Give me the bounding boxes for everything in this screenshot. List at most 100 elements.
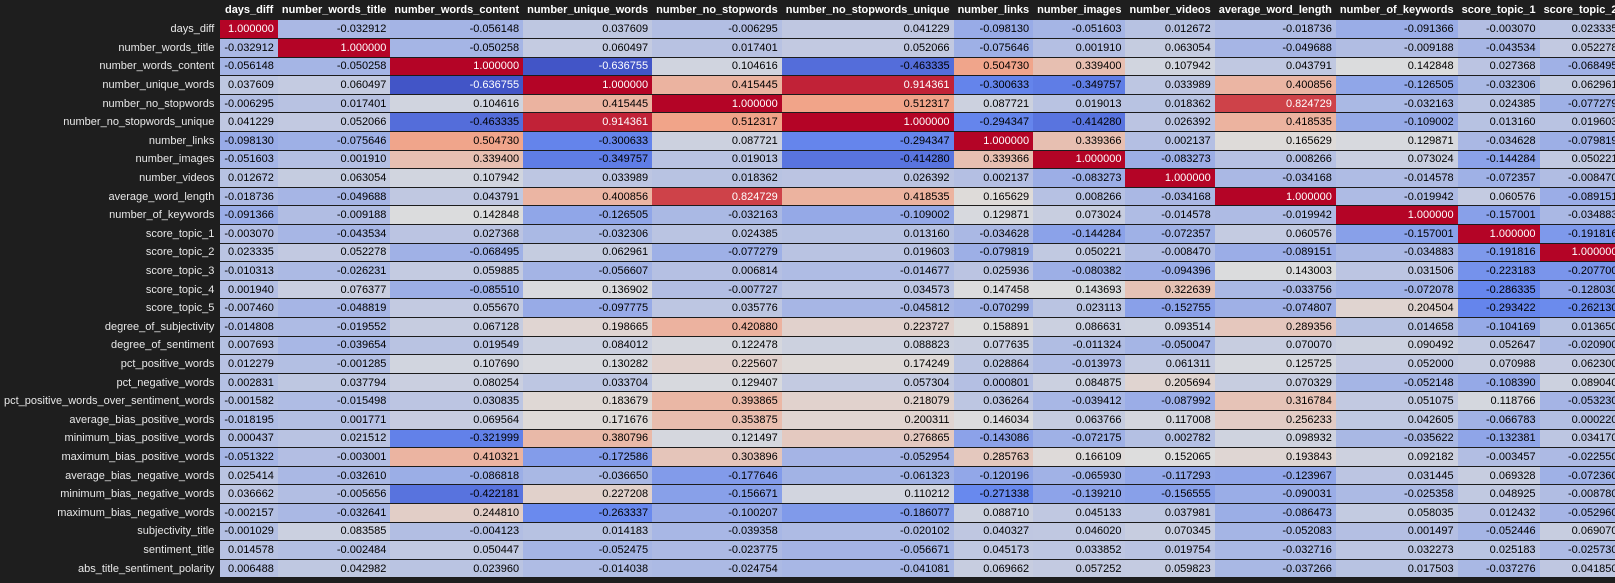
correlation-cell: -0.223183 <box>1457 261 1540 281</box>
table-row: minimum_bias_positive_words 0.000437 0.021… <box>0 429 1615 449</box>
correlation-cell: 0.036662 <box>220 484 278 504</box>
correlation-cell: 0.285763 <box>953 447 1034 467</box>
correlation-cell: -0.006295 <box>220 94 278 114</box>
correlation-cell: 0.059885 <box>390 261 524 281</box>
correlation-cell: 0.225607 <box>652 354 782 374</box>
correlation-cell: -0.003457 <box>1457 447 1540 467</box>
correlation-cell: -0.050258 <box>277 57 391 77</box>
row-label: subjectivity_title <box>0 522 221 541</box>
correlation-cell: 0.084012 <box>523 336 653 356</box>
correlation-cell: 0.026392 <box>1125 112 1215 133</box>
row-label: days_diff <box>0 20 221 39</box>
correlation-cell: -0.157001 <box>1457 205 1540 226</box>
correlation-cell: 0.104616 <box>652 57 782 77</box>
row-label: number_no_stopwords_unique <box>0 112 221 132</box>
correlation-cell: -0.018195 <box>220 410 278 430</box>
correlation-cell: 0.041229 <box>220 112 278 133</box>
correlation-cell: -0.018736 <box>1214 20 1336 40</box>
table-row: number_words_content -0.056148 -0.050258 1.… <box>0 57 1615 77</box>
correlation-cell: 0.205694 <box>1125 373 1215 393</box>
correlation-cell: 0.415445 <box>652 75 782 95</box>
correlation-cell: -0.041081 <box>781 559 954 579</box>
correlation-cell: -0.045812 <box>781 298 954 318</box>
correlation-cell: 0.008266 <box>1214 150 1336 170</box>
correlation-cell: 0.014183 <box>523 522 653 542</box>
correlation-cell: 0.130282 <box>523 354 653 374</box>
correlation-cell: 0.069662 <box>953 559 1034 579</box>
correlation-cell: -0.007460 <box>220 298 278 318</box>
table-row: pct_positive_words 0.012279 -0.001285 0.107… <box>0 354 1615 374</box>
correlation-cell: 0.380796 <box>523 429 653 449</box>
correlation-cell: -0.049688 <box>277 187 391 207</box>
correlation-cell: 0.058035 <box>1335 503 1458 523</box>
column-header: number_videos <box>1125 0 1215 20</box>
correlation-cell: -0.086818 <box>390 466 524 486</box>
correlation-cell: -0.050258 <box>390 38 524 58</box>
correlation-cell: 0.142848 <box>390 205 524 226</box>
correlation-cell: 0.036264 <box>953 391 1034 411</box>
correlation-cell: 0.084875 <box>1033 373 1126 393</box>
correlation-cell: 0.158891 <box>953 317 1034 337</box>
correlation-cell: 0.512317 <box>652 112 782 133</box>
correlation-cell: -0.090031 <box>1214 484 1336 504</box>
table-row: maximum_bias_negative_words -0.002157 -0.0… <box>0 503 1615 523</box>
correlation-cell: 0.227208 <box>523 484 653 504</box>
correlation-cell: 0.512317 <box>781 94 954 114</box>
correlation-cell: 0.060497 <box>277 75 391 95</box>
table-row: score_topic_3 -0.010313 -0.026231 0.059885-… <box>0 261 1615 281</box>
correlation-cell: 0.040327 <box>953 522 1034 542</box>
correlation-cell: -0.139210 <box>1033 484 1126 504</box>
correlation-cell: -0.052960 <box>1539 503 1615 523</box>
correlation-cell: 0.012432 <box>1457 503 1540 523</box>
correlation-cell: -0.089151 <box>1539 187 1615 207</box>
correlation-cell: -0.083273 <box>1125 150 1215 170</box>
row-label: average_bias_positive_words <box>0 410 221 430</box>
correlation-cell: 0.013160 <box>781 224 954 244</box>
correlation-cell: -0.036650 <box>523 466 653 486</box>
correlation-cell: -0.293422 <box>1457 298 1540 318</box>
correlation-cell: -0.009188 <box>277 205 391 226</box>
table-row: average_word_length -0.018736 -0.049688 0.0… <box>0 187 1615 207</box>
correlation-cell: 0.303896 <box>652 447 782 467</box>
correlation-cell: -0.032306 <box>1457 75 1540 95</box>
correlation-cell: 0.107942 <box>390 168 524 188</box>
correlation-cell: -0.074807 <box>1214 298 1336 318</box>
table-row: days_diff 1.000000 -0.032912 -0.056148 0.037… <box>0 20 1615 40</box>
correlation-cell: 0.165629 <box>953 187 1034 207</box>
correlation-cell: -0.007727 <box>652 280 782 300</box>
correlation-cell: 0.353875 <box>652 410 782 430</box>
correlation-cell: 0.025183 <box>1457 540 1540 560</box>
table-row: degree_of_sentiment 0.007693 -0.039654 0.01… <box>0 336 1615 356</box>
correlation-cell: 0.060576 <box>1214 224 1336 244</box>
correlation-cell: -0.075646 <box>277 131 391 151</box>
correlation-cell: 0.052278 <box>1539 38 1615 58</box>
correlation-cell: 1.000000 <box>781 112 954 133</box>
correlation-cell: 1.000000 <box>523 75 653 95</box>
correlation-cell: -0.066783 <box>1457 410 1540 430</box>
correlation-cell: -0.034628 <box>953 224 1034 244</box>
correlation-cell: -0.014578 <box>1335 168 1458 188</box>
correlation-cell: 0.060497 <box>523 38 653 58</box>
correlation-cell: 0.001940 <box>220 280 278 300</box>
correlation-cell: -0.032610 <box>277 466 391 486</box>
correlation-cell: -0.003070 <box>1457 20 1540 40</box>
correlation-cell: 0.033989 <box>1125 75 1215 95</box>
correlation-cell: -0.300633 <box>523 131 653 151</box>
correlation-cell: 0.012672 <box>220 168 278 188</box>
correlation-cell: -0.004123 <box>390 522 524 542</box>
correlation-cell: 0.110212 <box>781 484 954 504</box>
correlation-cell: 0.002137 <box>953 168 1034 188</box>
correlation-cell: 0.023960 <box>390 559 524 579</box>
correlation-cell: 0.027368 <box>390 224 524 244</box>
table-row: score_topic_4 0.001940 0.076377 -0.085510 0.… <box>0 280 1615 300</box>
correlation-cell: 0.062300 <box>1539 354 1615 374</box>
correlation-cell: 0.023335 <box>220 243 278 263</box>
correlation-cell: 0.107942 <box>1125 57 1215 77</box>
correlation-cell: 0.143693 <box>1033 280 1126 300</box>
row-label: number_words_title <box>0 38 221 58</box>
correlation-cell: 0.165629 <box>1214 131 1336 151</box>
correlation-cell: -0.001285 <box>277 354 391 374</box>
corner-header <box>0 0 221 20</box>
correlation-cell: 0.069070 <box>1539 522 1615 542</box>
correlation-cell: -0.032163 <box>652 205 782 226</box>
